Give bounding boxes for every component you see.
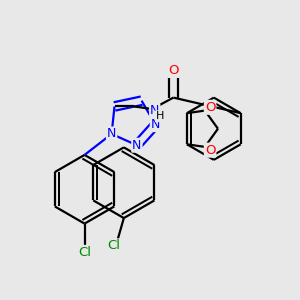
Text: H: H [156,111,164,121]
Text: O: O [205,101,215,114]
Text: O: O [205,144,215,157]
Text: N: N [151,118,160,131]
Text: N: N [150,104,159,117]
Text: N: N [107,128,116,140]
Text: N: N [132,139,142,152]
Text: Cl: Cl [78,246,91,259]
Text: Cl: Cl [107,239,121,252]
Text: O: O [168,64,178,77]
